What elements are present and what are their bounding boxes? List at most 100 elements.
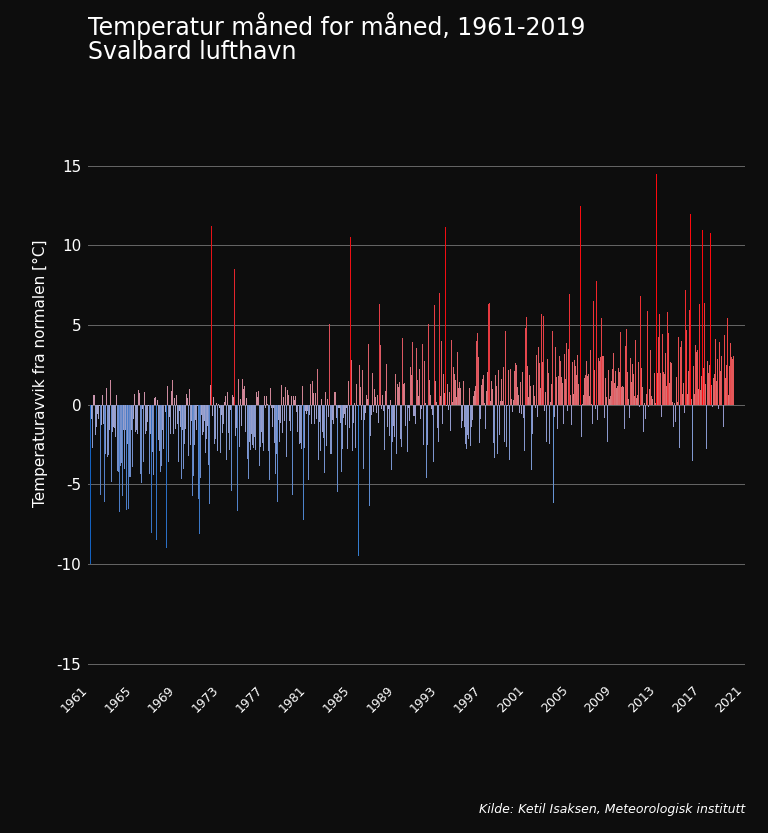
Bar xyxy=(163,405,164,430)
Bar xyxy=(470,405,471,446)
Bar xyxy=(425,403,426,405)
Bar xyxy=(197,405,198,406)
Bar xyxy=(119,405,120,511)
Bar xyxy=(518,395,519,405)
Bar xyxy=(630,357,631,405)
Bar xyxy=(694,394,695,405)
Bar xyxy=(275,405,276,474)
Bar xyxy=(521,372,522,405)
Bar xyxy=(135,405,136,432)
Bar xyxy=(116,396,117,405)
Bar xyxy=(691,399,692,405)
Bar xyxy=(634,396,635,405)
Bar xyxy=(466,405,467,448)
Bar xyxy=(249,405,250,441)
Bar xyxy=(177,405,178,424)
Bar xyxy=(392,363,393,405)
Bar xyxy=(216,403,217,405)
Bar xyxy=(480,405,481,419)
Bar xyxy=(442,405,443,423)
Bar xyxy=(422,405,423,478)
Bar xyxy=(574,360,575,405)
Bar xyxy=(338,405,339,408)
Bar xyxy=(402,400,403,405)
Bar xyxy=(439,293,440,405)
Bar xyxy=(554,405,555,417)
Bar xyxy=(205,405,206,452)
Bar xyxy=(179,405,180,411)
Bar xyxy=(673,405,674,426)
Bar xyxy=(299,405,300,444)
Bar xyxy=(209,405,210,504)
Bar xyxy=(129,405,130,477)
Bar xyxy=(556,377,557,405)
Bar xyxy=(655,403,657,405)
Bar xyxy=(207,405,208,426)
Bar xyxy=(560,362,561,405)
Bar xyxy=(272,397,273,405)
Bar xyxy=(199,405,200,535)
Bar xyxy=(698,389,699,405)
Bar xyxy=(708,373,709,405)
Bar xyxy=(514,401,515,405)
Bar xyxy=(668,333,669,405)
Bar xyxy=(124,405,125,470)
Bar xyxy=(318,405,319,460)
Bar xyxy=(437,405,438,428)
Bar xyxy=(700,391,701,405)
Bar xyxy=(381,405,382,409)
Bar xyxy=(579,405,580,406)
Bar xyxy=(585,376,586,405)
Bar xyxy=(421,405,422,410)
Bar xyxy=(559,357,560,405)
Bar xyxy=(112,405,114,431)
Bar xyxy=(717,359,718,405)
Bar xyxy=(206,405,207,439)
Bar xyxy=(525,327,526,405)
Bar xyxy=(367,399,368,405)
Bar xyxy=(472,405,474,421)
Bar xyxy=(635,340,636,405)
Bar xyxy=(138,391,139,405)
Bar xyxy=(683,383,684,405)
Bar xyxy=(657,373,658,405)
Bar xyxy=(147,405,148,422)
Bar xyxy=(712,405,713,407)
Bar xyxy=(608,371,609,405)
Bar xyxy=(224,402,225,405)
Bar xyxy=(244,386,245,405)
Bar xyxy=(571,362,573,405)
Bar xyxy=(419,369,420,405)
Bar xyxy=(393,405,394,426)
Bar xyxy=(257,397,258,405)
Bar xyxy=(159,405,160,451)
Bar xyxy=(487,372,488,405)
Bar xyxy=(194,405,195,445)
Bar xyxy=(201,405,203,416)
Bar xyxy=(158,405,159,440)
Bar xyxy=(399,382,400,405)
Bar xyxy=(447,385,448,405)
Text: Kilde: Ketil Isaksen, Meteorologisk institutt: Kilde: Ketil Isaksen, Meteorologisk inst… xyxy=(478,803,745,816)
Bar xyxy=(463,381,465,405)
Bar xyxy=(561,383,563,405)
Bar xyxy=(368,344,369,405)
Bar xyxy=(589,397,590,405)
Bar xyxy=(498,370,499,405)
Bar xyxy=(326,405,327,446)
Bar xyxy=(191,398,193,405)
Bar xyxy=(728,396,729,405)
Bar xyxy=(136,405,137,431)
Bar xyxy=(95,405,96,435)
Bar xyxy=(516,366,517,405)
Bar xyxy=(485,405,486,429)
Bar xyxy=(637,395,638,405)
Bar xyxy=(258,391,259,405)
Bar xyxy=(387,405,388,427)
Bar xyxy=(210,227,211,405)
Bar xyxy=(97,405,98,414)
Bar xyxy=(730,343,731,405)
Bar xyxy=(131,405,132,422)
Bar xyxy=(107,405,108,456)
Bar xyxy=(378,405,379,423)
